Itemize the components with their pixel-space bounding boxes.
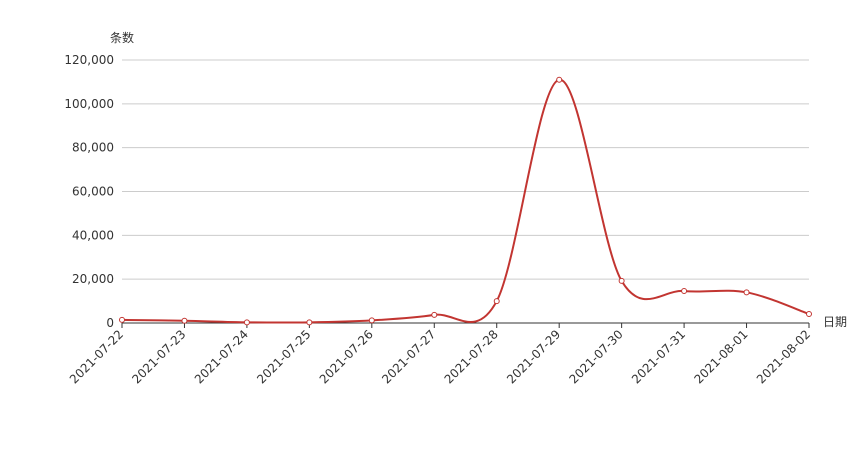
x-tick-label: 2021-07-30 [567,327,626,386]
y-tick-label: 100,000 [64,97,114,111]
point [681,288,688,295]
point [181,317,188,324]
point [368,317,375,324]
y-tick-label: 0 [106,316,114,330]
x-tick-label: 2021-07-22 [67,327,126,386]
point [743,289,750,296]
x-tick-label: 2021-08-02 [754,327,813,386]
point [618,277,625,284]
point [243,319,250,326]
y-tick-label: 120,000 [64,53,114,67]
point [556,76,563,83]
y-axis-label: 条数 [110,30,134,45]
x-axis-label: 日期 [823,315,847,329]
point [806,311,812,318]
y-tick-label: 60,000 [72,185,114,199]
x-tick-label: 2021-07-24 [192,327,251,386]
point [493,298,500,305]
y-tick-label: 20,000 [72,272,114,286]
point [431,311,438,318]
x-tick-label: 2021-08-01 [691,327,750,386]
x-tick-label: 2021-07-31 [629,327,688,386]
x-tick-label: 2021-07-23 [129,327,188,386]
x-tick-label: 2021-07-26 [317,327,376,386]
x-tick-label: 2021-07-27 [379,327,438,386]
x-tick-label: 2021-07-25 [254,327,313,386]
point [119,316,125,323]
x-tick-label: 2021-07-28 [442,327,501,386]
line [121,78,810,324]
y-tick-label: 40,000 [72,228,114,242]
x-tick-label: 2021-07-29 [504,327,563,386]
point [306,319,313,326]
y-tick-label: 80,000 [72,141,114,155]
